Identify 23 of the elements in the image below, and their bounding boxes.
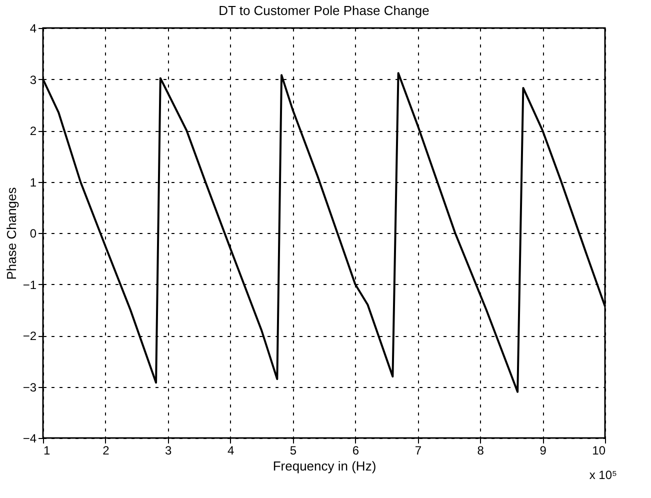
y-tick-label: 3: [30, 72, 37, 87]
x-tick-label: 2: [102, 444, 110, 458]
y-axis-title: Phase Changes: [4, 186, 19, 280]
x-tick-label: 4: [227, 444, 234, 458]
x-tick-label: 6: [352, 444, 360, 458]
x-tick-label: 5: [290, 444, 297, 458]
y-tick-label: 4: [30, 22, 37, 36]
text: x 10⁵: [589, 468, 618, 482]
y-tick-label: −4: [22, 432, 37, 446]
x-tick-label: 8: [477, 444, 484, 458]
x-axis-title: Frequency in (Hz): [272, 458, 376, 474]
chart-title: DT to Customer Pole Phase Change: [218, 3, 430, 18]
y-tick-label: 0: [30, 226, 37, 240]
x-tick-label: 3: [165, 444, 172, 458]
x-tick-label: 1: [44, 444, 50, 458]
y-tick-label: 2: [30, 124, 37, 138]
x-tick-label: 9: [540, 444, 547, 458]
y-tick-label: 1: [30, 175, 37, 190]
x-tick-label: 7: [414, 444, 422, 458]
y-tick-label: −1: [22, 278, 37, 292]
y-tick-label: −3: [22, 380, 37, 394]
y-tick-label: −2: [22, 329, 37, 343]
x-tick-label: 10: [592, 444, 606, 458]
